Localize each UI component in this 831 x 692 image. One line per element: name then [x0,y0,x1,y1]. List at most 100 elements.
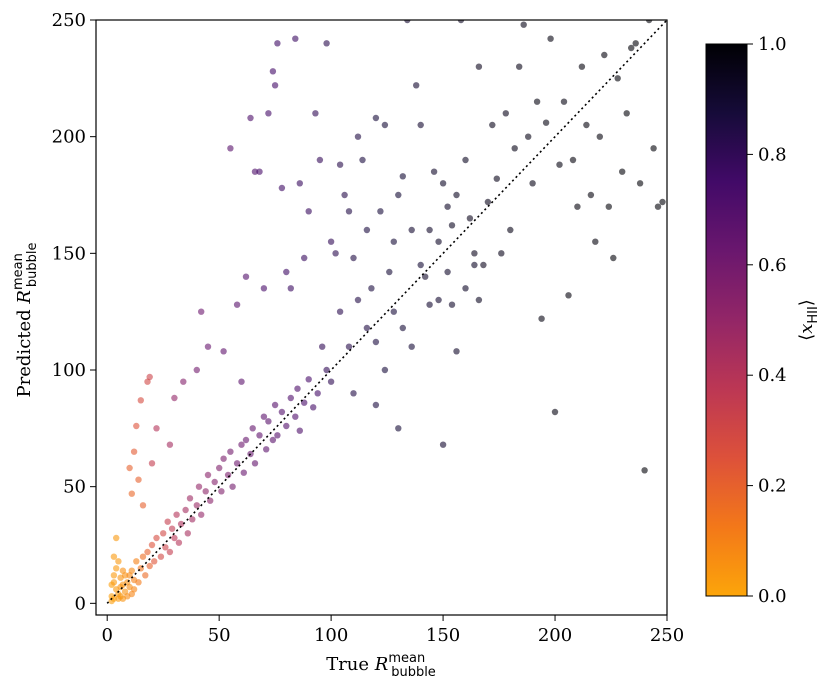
data-point [153,534,160,542]
data-point [296,180,303,187]
data-point [139,502,147,509]
x-tick-label: 50 [208,625,231,646]
data-point [390,238,397,245]
data-point [229,483,236,490]
data-point [115,558,122,565]
data-point [133,558,140,565]
data-point [157,553,165,560]
data-point [265,418,272,425]
data-point [146,562,153,570]
data-point [569,156,577,164]
data-point [587,191,595,199]
x-tick-label: 250 [650,625,684,646]
data-point [216,464,223,472]
data-point [583,121,590,129]
data-point [153,425,160,432]
data-point [462,156,469,164]
data-point [493,175,500,182]
data-point [151,558,158,565]
colorbar-tick-label: 0.2 [758,476,787,497]
data-point [211,478,218,486]
data-point [294,385,301,392]
data-point [180,378,187,385]
data-point [565,292,572,299]
data-point [305,208,312,215]
colorbar [705,43,748,597]
data-point [475,63,483,70]
data-point [135,476,142,483]
data-point [171,534,178,542]
data-point [256,168,263,175]
data-point [377,208,384,215]
data-point [301,254,308,262]
data-point [574,203,581,210]
data-point [516,63,523,70]
data-point [363,226,371,234]
data-point [551,408,559,416]
x-tick-label: 200 [538,625,572,646]
data-point [115,595,122,602]
data-point [204,343,212,350]
data-point [182,506,189,514]
data-point [227,145,234,152]
colorbar-tick-label: 1.0 [758,34,787,55]
data-point [336,308,344,315]
data-point [233,460,241,467]
data-point [146,373,153,381]
data-point [130,448,138,455]
data-point [386,268,393,276]
data-point [175,539,183,546]
data-point [560,98,568,105]
data-point [435,238,442,245]
data-point [142,572,149,579]
y-tick-label: 100 [52,360,86,381]
y-tick-label: 0 [75,593,86,614]
data-point [164,518,171,525]
data-point [636,180,644,187]
data-point [260,285,268,292]
data-points [108,20,666,605]
data-point [186,495,194,502]
data-point [113,565,120,572]
x-axis: 0 50 100 150 200 250 [101,615,684,646]
data-point [601,51,608,59]
data-point [448,301,456,308]
data-point [274,432,281,439]
data-point [484,198,492,206]
data-point [251,168,259,175]
data-point [166,548,174,556]
data-point [520,21,527,28]
data-point [193,366,200,374]
data-point [177,520,185,528]
colorbar-tick-label: 0.4 [758,365,787,386]
data-point [247,114,254,122]
data-point [381,366,389,374]
data-point [430,168,438,175]
data-point [202,488,209,495]
data-point [189,516,196,523]
data-point [605,203,612,210]
data-point [269,68,277,75]
data-point [650,145,657,152]
data-point [314,390,321,397]
data-point [126,572,133,579]
data-point [354,296,362,304]
data-point [439,441,447,448]
data-point [426,301,433,308]
data-point [133,422,140,430]
y-axis: 0 50 100 150 200 250 [52,10,96,614]
y-tick-label: 250 [52,10,86,31]
data-point [395,191,402,199]
colorbar-label: ⟨xHII⟩ [796,299,821,341]
data-point [117,583,124,591]
data-point [113,534,120,542]
data-point [310,404,317,411]
data-point [327,238,335,245]
data-point [395,425,402,432]
data-point [242,436,250,444]
data-point [471,261,478,269]
data-point [110,553,118,560]
data-point [260,413,268,420]
data-point [363,324,371,332]
